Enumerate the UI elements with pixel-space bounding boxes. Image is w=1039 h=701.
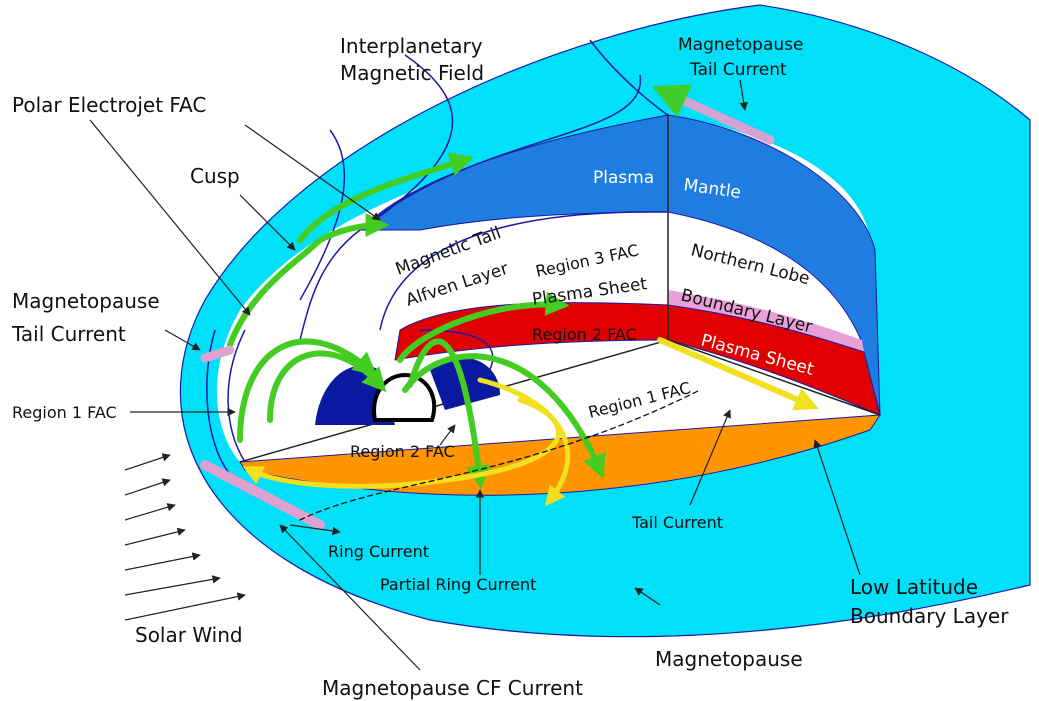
label: Plasma: [593, 168, 654, 188]
label: Partial Ring Current: [380, 575, 536, 594]
label: Magnetopause: [12, 289, 160, 313]
label: Solar Wind: [135, 623, 243, 647]
label: Magnetopause: [678, 35, 803, 55]
shell: [179, 4, 1031, 638]
label: Boundary Layer: [850, 604, 1009, 628]
label: Region 2 FAC: [350, 442, 455, 461]
label: Low Latitude: [850, 575, 978, 599]
label: Tail Current: [689, 60, 787, 80]
label: Polar Electrojet FAC: [12, 93, 206, 117]
label: Ring Current: [328, 542, 429, 561]
currents: [200, 84, 819, 530]
label: Magnetic Field: [340, 61, 484, 85]
label: Interplanetary: [340, 34, 483, 58]
label: Region 2 FAC: [532, 325, 637, 344]
solar-wind-arrows: [124, 453, 246, 621]
label: Magnetopause: [655, 647, 803, 671]
label: Tail Current: [631, 513, 723, 532]
label: Tail Current: [11, 322, 126, 346]
leader-lines: [89, 79, 861, 671]
label: Magnetopause CF Current: [322, 676, 583, 700]
label: Cusp: [190, 164, 240, 188]
label: Region 1 FAC: [12, 403, 117, 422]
